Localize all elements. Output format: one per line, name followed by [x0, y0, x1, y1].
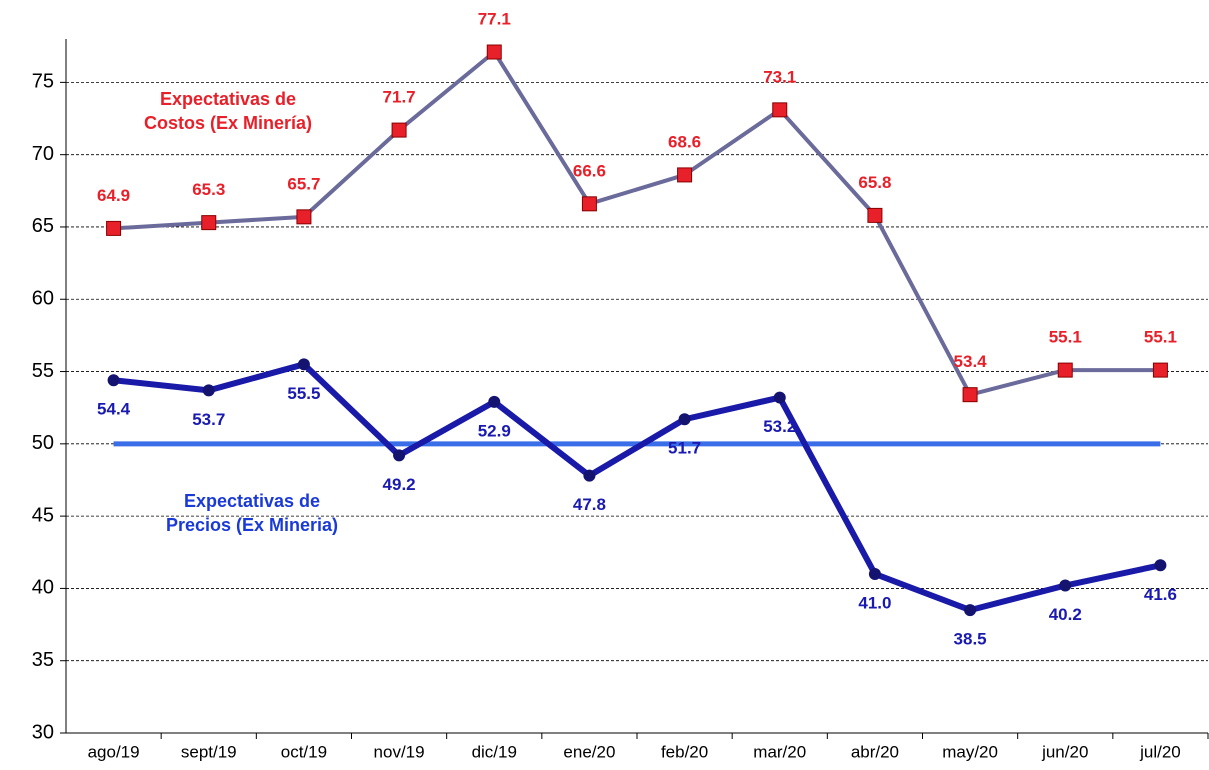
y-tick-label: 75	[32, 71, 54, 93]
y-tick-label: 30	[32, 721, 54, 743]
y-tick-label: 65	[32, 215, 54, 237]
data-label: 55.5	[287, 384, 320, 403]
data-label: 53.2	[763, 417, 796, 436]
y-tick-label: 35	[32, 649, 54, 671]
data-label: 51.7	[668, 439, 701, 458]
y-tick-label: 45	[32, 504, 54, 526]
x-tick-label: nov/19	[374, 742, 425, 761]
marker	[868, 567, 881, 580]
annotation: Costos (Ex Minería)	[144, 113, 312, 133]
data-label: 53.7	[192, 410, 225, 429]
x-tick-label: sept/19	[181, 742, 237, 761]
annotation: Precios (Ex Mineria)	[166, 515, 338, 535]
marker	[391, 122, 407, 138]
data-label: 53.4	[954, 352, 988, 371]
data-label: 38.5	[954, 630, 987, 649]
marker	[393, 449, 406, 462]
data-label: 54.4	[97, 400, 131, 419]
y-tick-label: 50	[32, 432, 54, 454]
y-tick-label: 40	[32, 577, 54, 599]
annotation: Expectativas de	[184, 491, 320, 511]
data-label: 40.2	[1049, 605, 1082, 624]
marker	[486, 44, 502, 60]
marker	[962, 387, 978, 403]
marker	[581, 196, 597, 212]
marker	[202, 384, 215, 397]
x-tick-label: jun/20	[1041, 742, 1088, 761]
x-tick-label: oct/19	[281, 742, 327, 761]
x-tick-label: may/20	[942, 742, 998, 761]
data-label: 65.3	[192, 180, 225, 199]
data-label: 41.6	[1144, 585, 1177, 604]
x-tick-label: ago/19	[88, 742, 140, 761]
data-label: 71.7	[383, 88, 416, 107]
data-label: 47.8	[573, 495, 606, 514]
marker	[1059, 579, 1072, 592]
marker	[1152, 362, 1168, 378]
data-label: 55.1	[1144, 328, 1177, 347]
series-line	[113, 50, 1161, 397]
marker	[1057, 362, 1073, 378]
x-tick-label: ene/20	[563, 742, 615, 761]
data-label: 66.6	[573, 161, 606, 180]
x-tick-label: mar/20	[753, 742, 806, 761]
data-label: 73.1	[763, 67, 796, 86]
marker	[296, 209, 312, 225]
data-label: 77.1	[478, 9, 511, 28]
data-label: 52.9	[478, 421, 511, 440]
marker	[772, 102, 788, 118]
y-tick-label: 55	[32, 360, 54, 382]
marker	[867, 207, 883, 223]
x-tick-label: jul/20	[1139, 742, 1181, 761]
data-label: 41.0	[858, 593, 891, 612]
series-line	[113, 361, 1162, 614]
y-tick-label: 70	[32, 143, 54, 165]
marker	[488, 395, 501, 408]
marker	[773, 391, 786, 404]
marker	[964, 604, 977, 617]
marker	[583, 469, 596, 482]
marker	[107, 374, 120, 387]
marker	[1154, 559, 1167, 572]
data-label: 65.8	[858, 173, 891, 192]
marker	[106, 220, 122, 236]
data-label: 55.1	[1049, 328, 1082, 347]
data-label: 68.6	[668, 132, 701, 151]
x-tick-label: feb/20	[661, 742, 708, 761]
marker	[677, 167, 693, 183]
data-label: 49.2	[383, 475, 416, 494]
data-label: 64.9	[97, 186, 130, 205]
data-label: 65.7	[287, 174, 320, 193]
x-tick-label: abr/20	[851, 742, 899, 761]
marker	[201, 215, 217, 231]
marker	[678, 413, 691, 426]
y-tick-label: 60	[32, 288, 54, 310]
marker	[297, 358, 310, 371]
x-tick-label: dic/19	[472, 742, 517, 761]
annotation: Expectativas de	[160, 89, 296, 109]
